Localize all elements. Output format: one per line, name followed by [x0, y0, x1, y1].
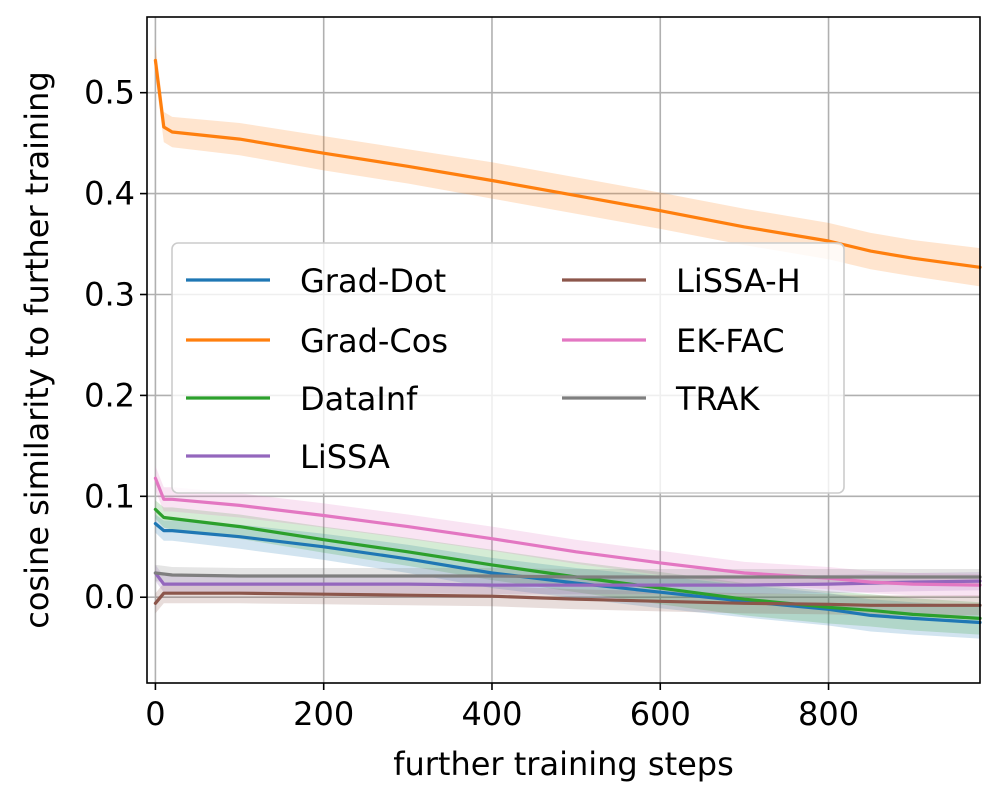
band-grad-cos	[155, 45, 980, 287]
y-tick-label: 0.2	[84, 376, 135, 414]
plot-frame	[146, 16, 981, 684]
band-lissa	[155, 564, 980, 595]
x-tick-label: 600	[630, 695, 691, 733]
legend-label-trak: TRAK	[675, 380, 760, 418]
legend-label-ek-fac: EK-FAC	[676, 322, 785, 360]
x-tick-label: 400	[461, 695, 522, 733]
legend-label-grad-dot: Grad-Dot	[300, 262, 446, 300]
x-tick-label: 0	[145, 695, 165, 733]
series-lines	[153, 58, 982, 625]
line-grad-cos	[153, 58, 982, 269]
y-tick-label: 0.0	[84, 578, 135, 616]
x-axis-label: further training steps	[393, 745, 734, 783]
legend-frame	[171, 242, 845, 494]
axis-ticks: 0 200 400 600 800 0.0 0.1 0.2 0.3 0.4 0.5	[84, 74, 859, 733]
legend-label-lissa: LiSSA	[300, 438, 390, 476]
legend-label-grad-cos: Grad-Cos	[300, 322, 448, 360]
y-tick-label: 0.4	[84, 175, 135, 213]
legend: Grad-Dot Grad-Cos DataInf LiSSA LiSSA-H EK-FA…	[171, 242, 845, 494]
y-tick-label: 0.3	[84, 276, 135, 314]
x-tick-label: 200	[293, 695, 354, 733]
y-tick-label: 0.1	[84, 477, 135, 515]
line-lissa-h	[153, 591, 982, 607]
y-axis-label: cosine similarity to further training	[18, 71, 56, 629]
x-tick-label: 800	[798, 695, 859, 733]
legend-label-datainf: DataInf	[300, 380, 418, 418]
line-ek-fac	[153, 476, 982, 587]
line-trak	[153, 571, 982, 579]
y-tick-label: 0.5	[84, 74, 135, 112]
line-datainf	[153, 507, 982, 621]
legend-label-lissa-h: LiSSA-H	[676, 262, 801, 300]
line-lissa	[153, 571, 982, 587]
